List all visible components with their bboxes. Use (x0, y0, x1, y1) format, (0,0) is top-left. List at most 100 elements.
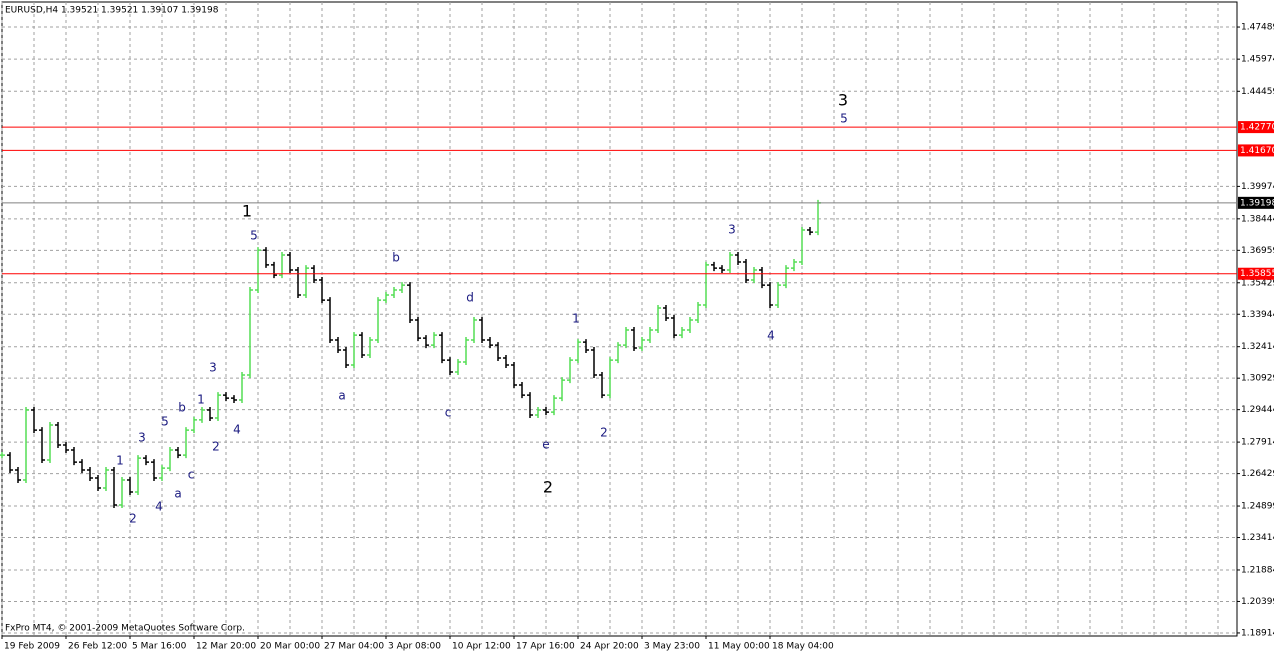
y-tick-label: 1.29444 (1241, 405, 1274, 415)
price-bar (87, 466, 93, 482)
y-tick-label: 1.38444 (1241, 214, 1274, 224)
price-bar (607, 357, 613, 399)
wave-label: 2 (212, 440, 220, 454)
price-bar (639, 336, 645, 352)
price-bar (439, 332, 445, 364)
price-bar (183, 427, 189, 459)
price-bar (775, 282, 781, 309)
wave-label: b (392, 251, 400, 265)
price-bar (695, 302, 701, 324)
price-bar (743, 258, 749, 283)
y-tick-label: 1.35429 (1241, 278, 1274, 288)
price-bar (367, 336, 373, 359)
price-bar (7, 452, 13, 473)
price-bar (103, 466, 109, 491)
price-bar (207, 406, 213, 422)
price-bar (391, 286, 397, 299)
y-tick-label: 1.44459 (1241, 87, 1274, 97)
price-bar (687, 317, 693, 334)
price-bar (263, 247, 269, 268)
wave-label: 5 (161, 415, 169, 429)
x-tick-label: 20 Mar 00:00 (260, 642, 320, 652)
price-bar (271, 261, 277, 279)
x-tick-label: 3 May 23:00 (644, 642, 700, 652)
y-tick-label: 1.21884 (1241, 565, 1274, 575)
x-tick-label: 24 Apr 20:00 (580, 642, 639, 652)
price-level-tag (1238, 121, 1274, 134)
price-bar (239, 371, 245, 403)
y-tick-label: 1.26429 (1241, 469, 1274, 479)
price-bar (567, 357, 573, 384)
price-bar (447, 357, 453, 376)
price-level-label: 1.35855 (1240, 269, 1274, 279)
price-bar (191, 416, 197, 434)
wave-label: 3 (209, 361, 217, 375)
wave-label: 4 (767, 329, 775, 343)
price-bar (471, 317, 477, 343)
price-bar (55, 422, 61, 448)
price-bar (119, 476, 125, 508)
price-bar (647, 327, 653, 343)
price-bar (535, 406, 541, 419)
price-bar (31, 406, 37, 434)
price-bar (791, 258, 797, 272)
x-tick-label: 10 Apr 12:00 (452, 642, 511, 652)
price-bar (711, 261, 717, 272)
price-bar (503, 355, 509, 369)
price-bar (527, 392, 533, 419)
wave-label: 2 (129, 512, 137, 526)
wave-label: d (466, 291, 474, 305)
plot-frame (1, 1, 1238, 637)
wave-label: 3 (138, 431, 146, 445)
price-bar (671, 314, 677, 339)
price-bar (623, 327, 629, 349)
price-bar (319, 276, 325, 304)
price-bar (575, 339, 581, 364)
wave-label: 1 (242, 202, 252, 221)
price-bar (807, 226, 813, 236)
price-bar (751, 267, 757, 283)
price-bar (431, 332, 437, 349)
y-tick-label: 1.18914 (1241, 628, 1274, 638)
price-bar (679, 327, 685, 339)
price-bar (151, 459, 157, 482)
price-bar (95, 475, 101, 491)
last-price-label: 1.39198 (1240, 198, 1274, 208)
price-level-label: 1.41670 (1240, 146, 1274, 156)
price-bar (159, 465, 165, 482)
wave-label: 3 (728, 223, 736, 237)
x-tick-label: 26 Feb 12:00 (68, 642, 127, 652)
last-price-tag (1238, 196, 1274, 209)
wave-label: 5 (250, 229, 258, 243)
copyright: FxPro MT4, © 2001-2009 MetaQuotes Softwa… (5, 624, 245, 634)
price-bar (175, 447, 181, 459)
wave-label: 3 (838, 91, 848, 110)
x-tick-label: 27 Mar 04:00 (324, 642, 384, 652)
price-bar (223, 392, 229, 402)
price-bar (719, 265, 725, 274)
price-bar (631, 327, 637, 352)
price-bar (63, 441, 69, 454)
x-tick-label: 19 Feb 2009 (4, 642, 60, 652)
price-bar (455, 359, 461, 376)
price-bar (703, 261, 709, 309)
wave-label: 4 (155, 500, 163, 514)
price-bar (407, 282, 413, 324)
price-bar (295, 267, 301, 299)
price-bar (375, 297, 381, 343)
price-bar (543, 406, 549, 416)
price-bar (0, 452, 5, 459)
wave-label: 1 (572, 312, 580, 326)
price-bar (479, 317, 485, 343)
price-bar (343, 346, 349, 369)
price-bar (759, 267, 765, 289)
price-bar (727, 251, 733, 274)
price-bar (231, 395, 237, 403)
price-level-label: 1.42770 (1240, 123, 1274, 133)
price-bar (495, 342, 501, 362)
y-tick-label: 1.36959 (1241, 246, 1274, 256)
price-bar (511, 362, 517, 388)
y-tick-label: 1.24899 (1241, 502, 1274, 512)
wave-label: 4 (233, 423, 241, 437)
wave-label: 2 (543, 478, 553, 497)
